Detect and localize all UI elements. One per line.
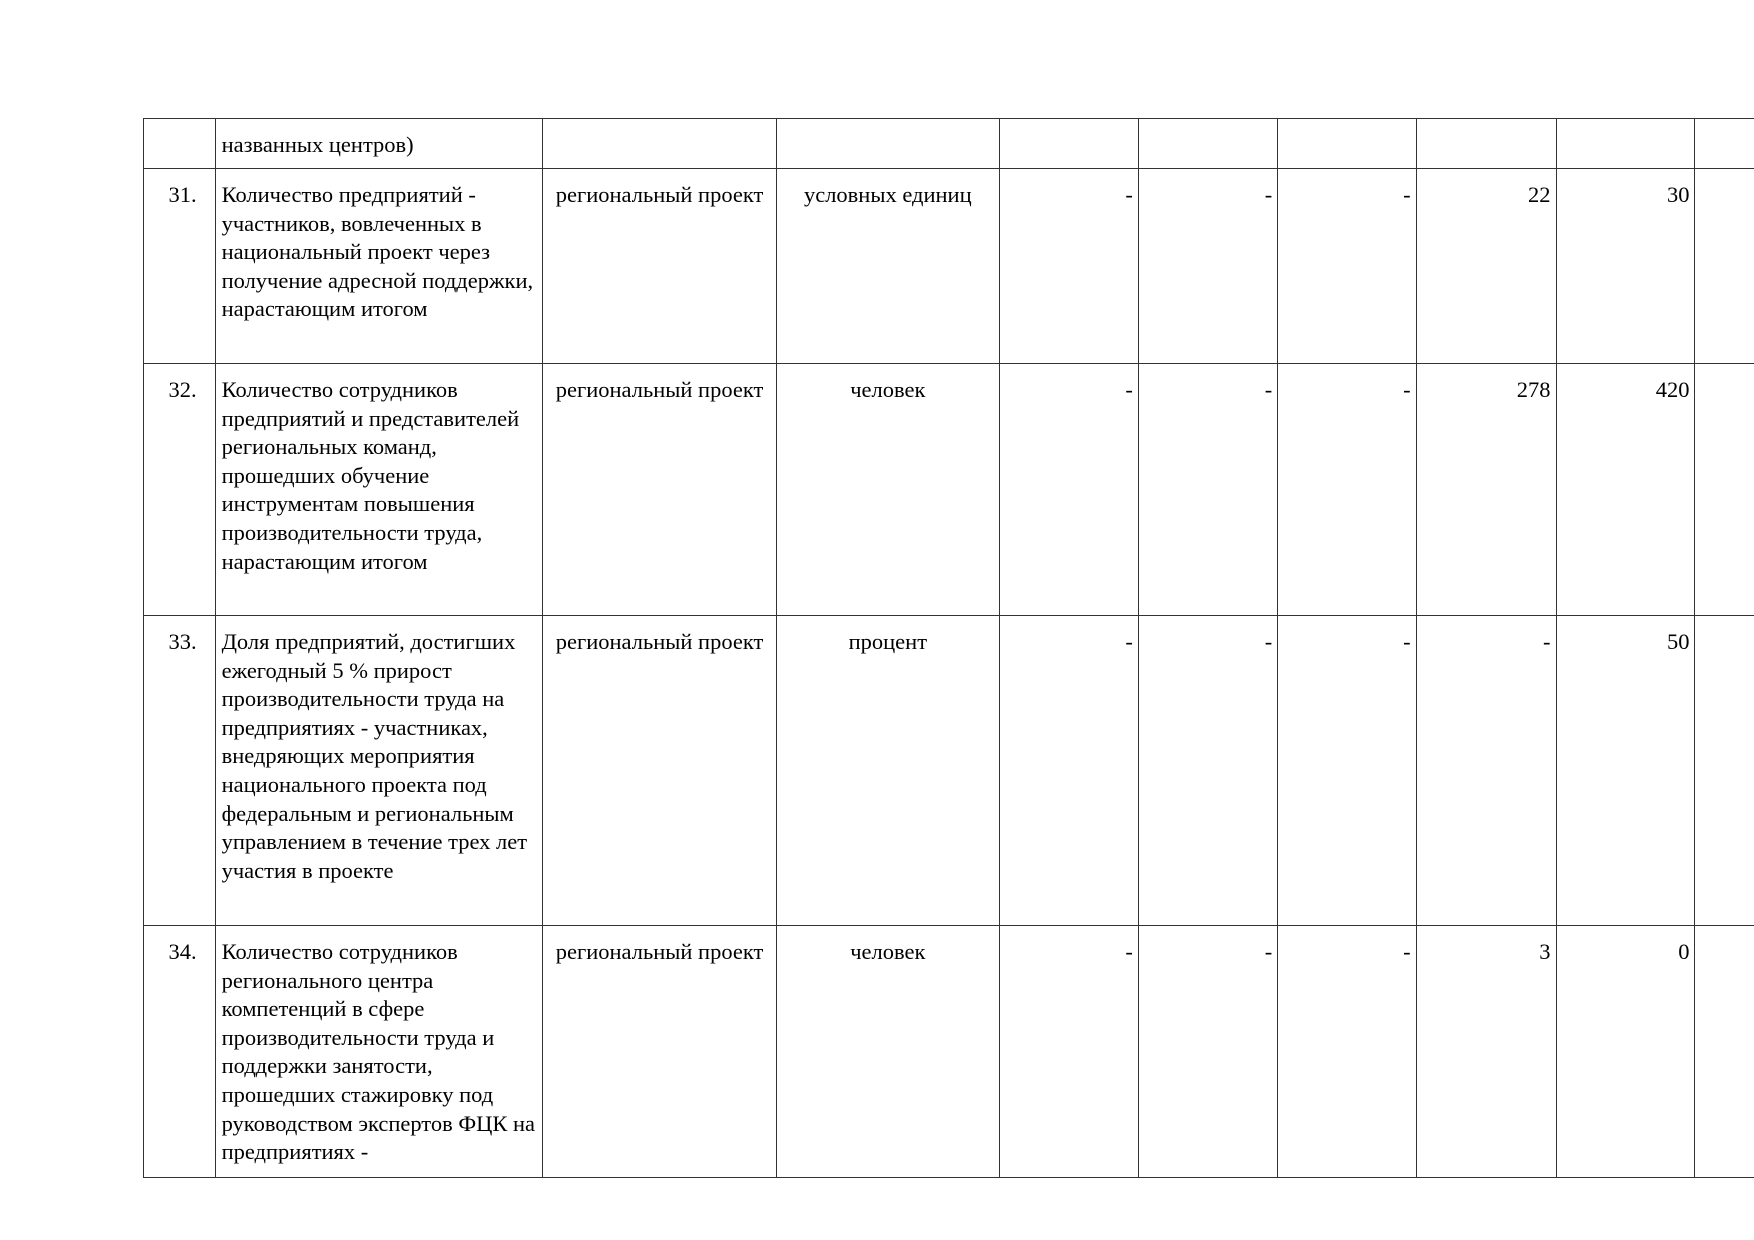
value-cell bbox=[1555, 118, 1696, 169]
value-cell: 278 bbox=[1415, 363, 1557, 616]
value-cell: 420 bbox=[1555, 363, 1696, 616]
indicator-level: региональный проект bbox=[541, 168, 778, 364]
unit: процент bbox=[776, 615, 1000, 926]
value-cell: - bbox=[1277, 925, 1417, 1178]
value-cell: 30 bbox=[1555, 168, 1696, 364]
indicators-table: названных центров) 31. Количество предприя… bbox=[143, 118, 1754, 1178]
value-cell: - bbox=[1277, 168, 1417, 364]
unit: человек bbox=[776, 363, 1000, 616]
unit: условных единиц bbox=[776, 168, 1000, 364]
value-cell: - bbox=[998, 168, 1139, 364]
value-cell-clipped bbox=[1694, 615, 1754, 926]
indicator-level bbox=[541, 118, 778, 169]
row-number: 31. bbox=[143, 168, 216, 364]
value-cell: 3 bbox=[1415, 925, 1557, 1178]
value-cell-clipped bbox=[1694, 925, 1754, 1178]
value-cell bbox=[1137, 118, 1279, 169]
value-cell: - bbox=[1415, 615, 1557, 926]
indicator-name: Количество сотрудников регионального цен… bbox=[214, 925, 543, 1178]
value-cell bbox=[1415, 118, 1557, 169]
table-row: 33. Доля предприятий, достигших ежегодный… bbox=[143, 615, 1754, 926]
row-number bbox=[143, 118, 216, 169]
indicator-level: региональный проект bbox=[541, 925, 778, 1178]
table-row: названных центров) bbox=[143, 118, 1754, 169]
value-cell: - bbox=[998, 363, 1139, 616]
indicator-name: Количество предприятий - участников, вов… bbox=[214, 168, 543, 364]
indicator-name: названных центров) bbox=[214, 118, 543, 169]
table-row: 34. Количество сотрудников регионального … bbox=[143, 925, 1754, 1178]
indicator-level: региональный проект bbox=[541, 363, 778, 616]
indicator-name: Количество сотрудников предприятий и пре… bbox=[214, 363, 543, 616]
row-number: 34. bbox=[143, 925, 216, 1178]
value-cell: - bbox=[1277, 363, 1417, 616]
value-cell: 22 bbox=[1415, 168, 1557, 364]
value-cell: - bbox=[998, 925, 1139, 1178]
value-cell: - bbox=[1137, 363, 1279, 616]
indicator-level: региональный проект bbox=[541, 615, 778, 926]
value-cell-clipped bbox=[1694, 118, 1754, 169]
indicator-name: Доля предприятий, достигших ежегодный 5 … bbox=[214, 615, 543, 926]
row-number: 32. bbox=[143, 363, 216, 616]
value-cell: - bbox=[1137, 925, 1279, 1178]
value-cell: - bbox=[1277, 615, 1417, 926]
value-cell: - bbox=[1137, 615, 1279, 926]
value-cell: 0 bbox=[1555, 925, 1696, 1178]
table-row: 31. Количество предприятий - участников, … bbox=[143, 168, 1754, 364]
value-cell-clipped bbox=[1694, 168, 1754, 364]
value-cell: - bbox=[1137, 168, 1279, 364]
value-cell-clipped bbox=[1694, 363, 1754, 616]
value-cell: - bbox=[998, 615, 1139, 926]
value-cell: 50 bbox=[1555, 615, 1696, 926]
unit: человек bbox=[776, 925, 1000, 1178]
table-row: 32. Количество сотрудников предприятий и … bbox=[143, 363, 1754, 616]
row-number: 33. bbox=[143, 615, 216, 926]
value-cell bbox=[1277, 118, 1417, 169]
unit bbox=[776, 118, 1000, 169]
value-cell bbox=[998, 118, 1139, 169]
